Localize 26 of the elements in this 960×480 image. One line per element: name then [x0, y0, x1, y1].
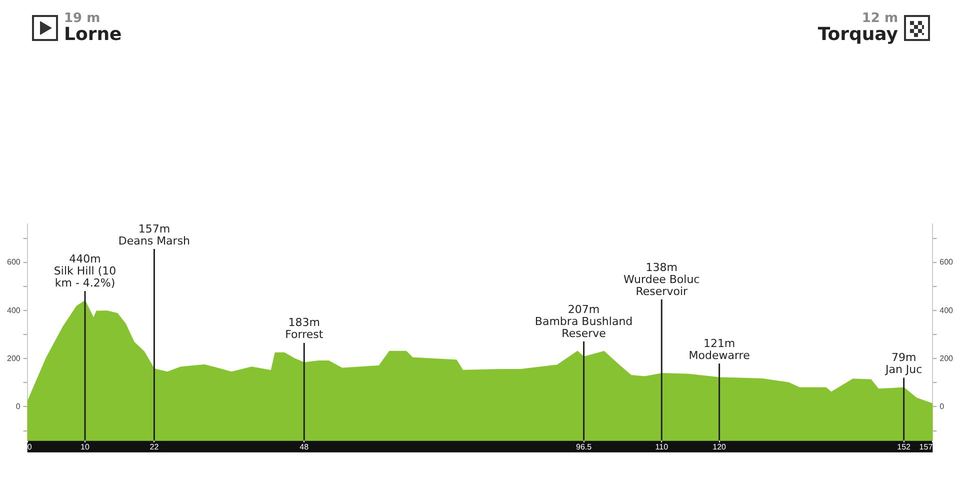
y-tick-label: 0 [16, 402, 21, 411]
x-tick-label: 48 [300, 442, 310, 452]
x-tick-label: 157 [919, 442, 934, 452]
text: 12 m Torquay [818, 11, 898, 45]
x-tick-label: 22 [150, 442, 160, 452]
y2-tick-label: 600 [940, 258, 954, 267]
ref-line-label: 138m Wurdee Boluc Reservoir [624, 260, 700, 298]
ref-line-label: 183m Forrest [285, 316, 324, 342]
ref-line-label: 121m Modewarre [688, 336, 750, 362]
x-tick-label: 152 [897, 442, 912, 452]
y-tick-label: 200 [6, 354, 21, 363]
x-tick-label: 110 [655, 442, 669, 452]
ref-line-label: 440m Silk Hill (10 km - 4.2%) [54, 252, 116, 290]
y2-tick-label: 400 [940, 306, 954, 315]
ref-line-label: 79m Jan Juc [884, 351, 922, 376]
text: 19 m Lorne [64, 11, 122, 45]
ref-line-label: 157m Deans Marsh [118, 222, 190, 248]
y-tick-label: 400 [6, 306, 21, 315]
x-tick-label: 0 [27, 442, 32, 452]
y-tick-label: 600 [6, 258, 21, 267]
y2-tick-label: 200 [940, 354, 954, 363]
y2-tick-label: 0 [940, 402, 945, 411]
x-tick-label: 120 [712, 442, 727, 452]
x-tick-label: 96.5 [576, 442, 592, 452]
x-tick-label: 10 [80, 442, 90, 452]
ref-line-label: 207m Bambra Bushland Reserve [534, 302, 633, 340]
